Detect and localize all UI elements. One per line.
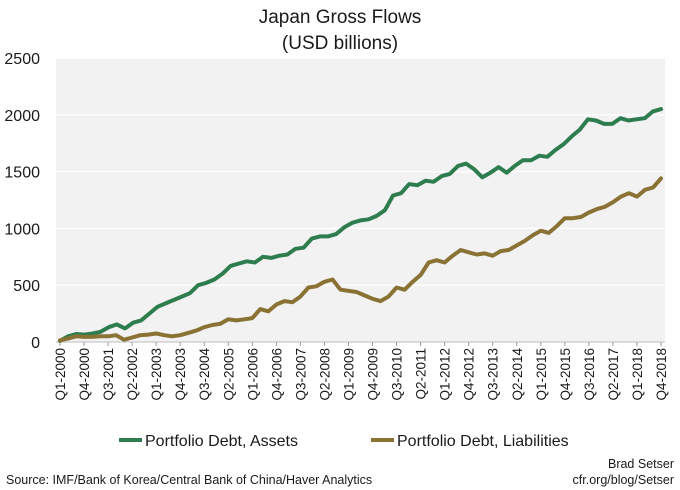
blog-url: cfr.org/blog/Setser bbox=[573, 473, 674, 487]
x-tick-label: Q2-2017 bbox=[606, 348, 621, 401]
legend-label-liabilities: Portfolio Debt, Liabilities bbox=[397, 433, 569, 450]
x-tick-label: Q1-2006 bbox=[245, 348, 260, 401]
series-lines bbox=[58, 107, 663, 343]
y-tick-label: 2000 bbox=[4, 108, 40, 125]
legend: Portfolio Debt, Assets Portfolio Debt, L… bbox=[119, 433, 569, 450]
x-tick-label: Q4-2009 bbox=[366, 348, 381, 401]
x-tick-label: Q4-2000 bbox=[77, 348, 92, 401]
y-tick-label: 0 bbox=[31, 335, 40, 352]
x-tick-label: Q4-2018 bbox=[654, 348, 669, 401]
y-tick-label: 1500 bbox=[4, 165, 40, 182]
author-name: Brad Setser bbox=[608, 457, 674, 471]
x-tick-label: Q2-2014 bbox=[510, 348, 525, 401]
gridlines bbox=[56, 57, 665, 343]
x-tick-label: Q1-2000 bbox=[53, 348, 68, 401]
x-tick-label: Q1-2015 bbox=[534, 348, 549, 401]
x-tick-label: Q3-2001 bbox=[101, 348, 116, 401]
source-note: Source: IMF/Bank of Korea/Central Bank o… bbox=[6, 473, 372, 487]
y-tick-label: 1000 bbox=[4, 221, 40, 238]
legend-label-assets: Portfolio Debt, Assets bbox=[145, 433, 298, 450]
chart-title: Japan Gross Flows bbox=[259, 7, 422, 28]
plot-area bbox=[56, 58, 665, 342]
x-tick-label: Q3-2010 bbox=[390, 348, 405, 401]
x-tick-label: Q4-2012 bbox=[462, 348, 477, 401]
y-tick-label: 2500 bbox=[4, 51, 40, 68]
x-tick-label: Q2-2011 bbox=[414, 348, 429, 400]
x-tick-label: Q1-2012 bbox=[438, 348, 453, 401]
y-axis-ticks: 0 500 1000 1500 2000 2500 bbox=[4, 51, 40, 352]
x-tick-label: Q4-2006 bbox=[269, 348, 284, 401]
series-line-liabilities bbox=[58, 176, 663, 343]
x-tick-label: Q2-2005 bbox=[221, 348, 236, 401]
x-tick-label: Q3-2013 bbox=[486, 348, 501, 401]
chart-subtitle: (USD billions) bbox=[282, 33, 398, 54]
x-tick-label: Q4-2003 bbox=[173, 348, 188, 401]
series-line-assets bbox=[58, 107, 663, 343]
x-tick-label: Q2-2002 bbox=[125, 348, 140, 401]
x-tick-label: Q3-2004 bbox=[197, 348, 212, 401]
x-tick-label: Q3-2007 bbox=[293, 348, 308, 401]
x-tick-label: Q2-2008 bbox=[317, 348, 332, 401]
x-axis-ticks: Q1-2000 Q4-2000 Q3-2001 Q2-2002 Q1-2003 Q4-20… bbox=[53, 342, 669, 401]
x-tick-label: Q4-2015 bbox=[558, 348, 573, 401]
x-tick-label: Q1-2003 bbox=[149, 348, 164, 401]
y-tick-label: 500 bbox=[13, 278, 40, 295]
x-tick-label: Q3-2016 bbox=[582, 348, 597, 401]
x-tick-label: Q1-2009 bbox=[341, 348, 356, 401]
x-tick-label: Q1-2018 bbox=[630, 348, 645, 401]
